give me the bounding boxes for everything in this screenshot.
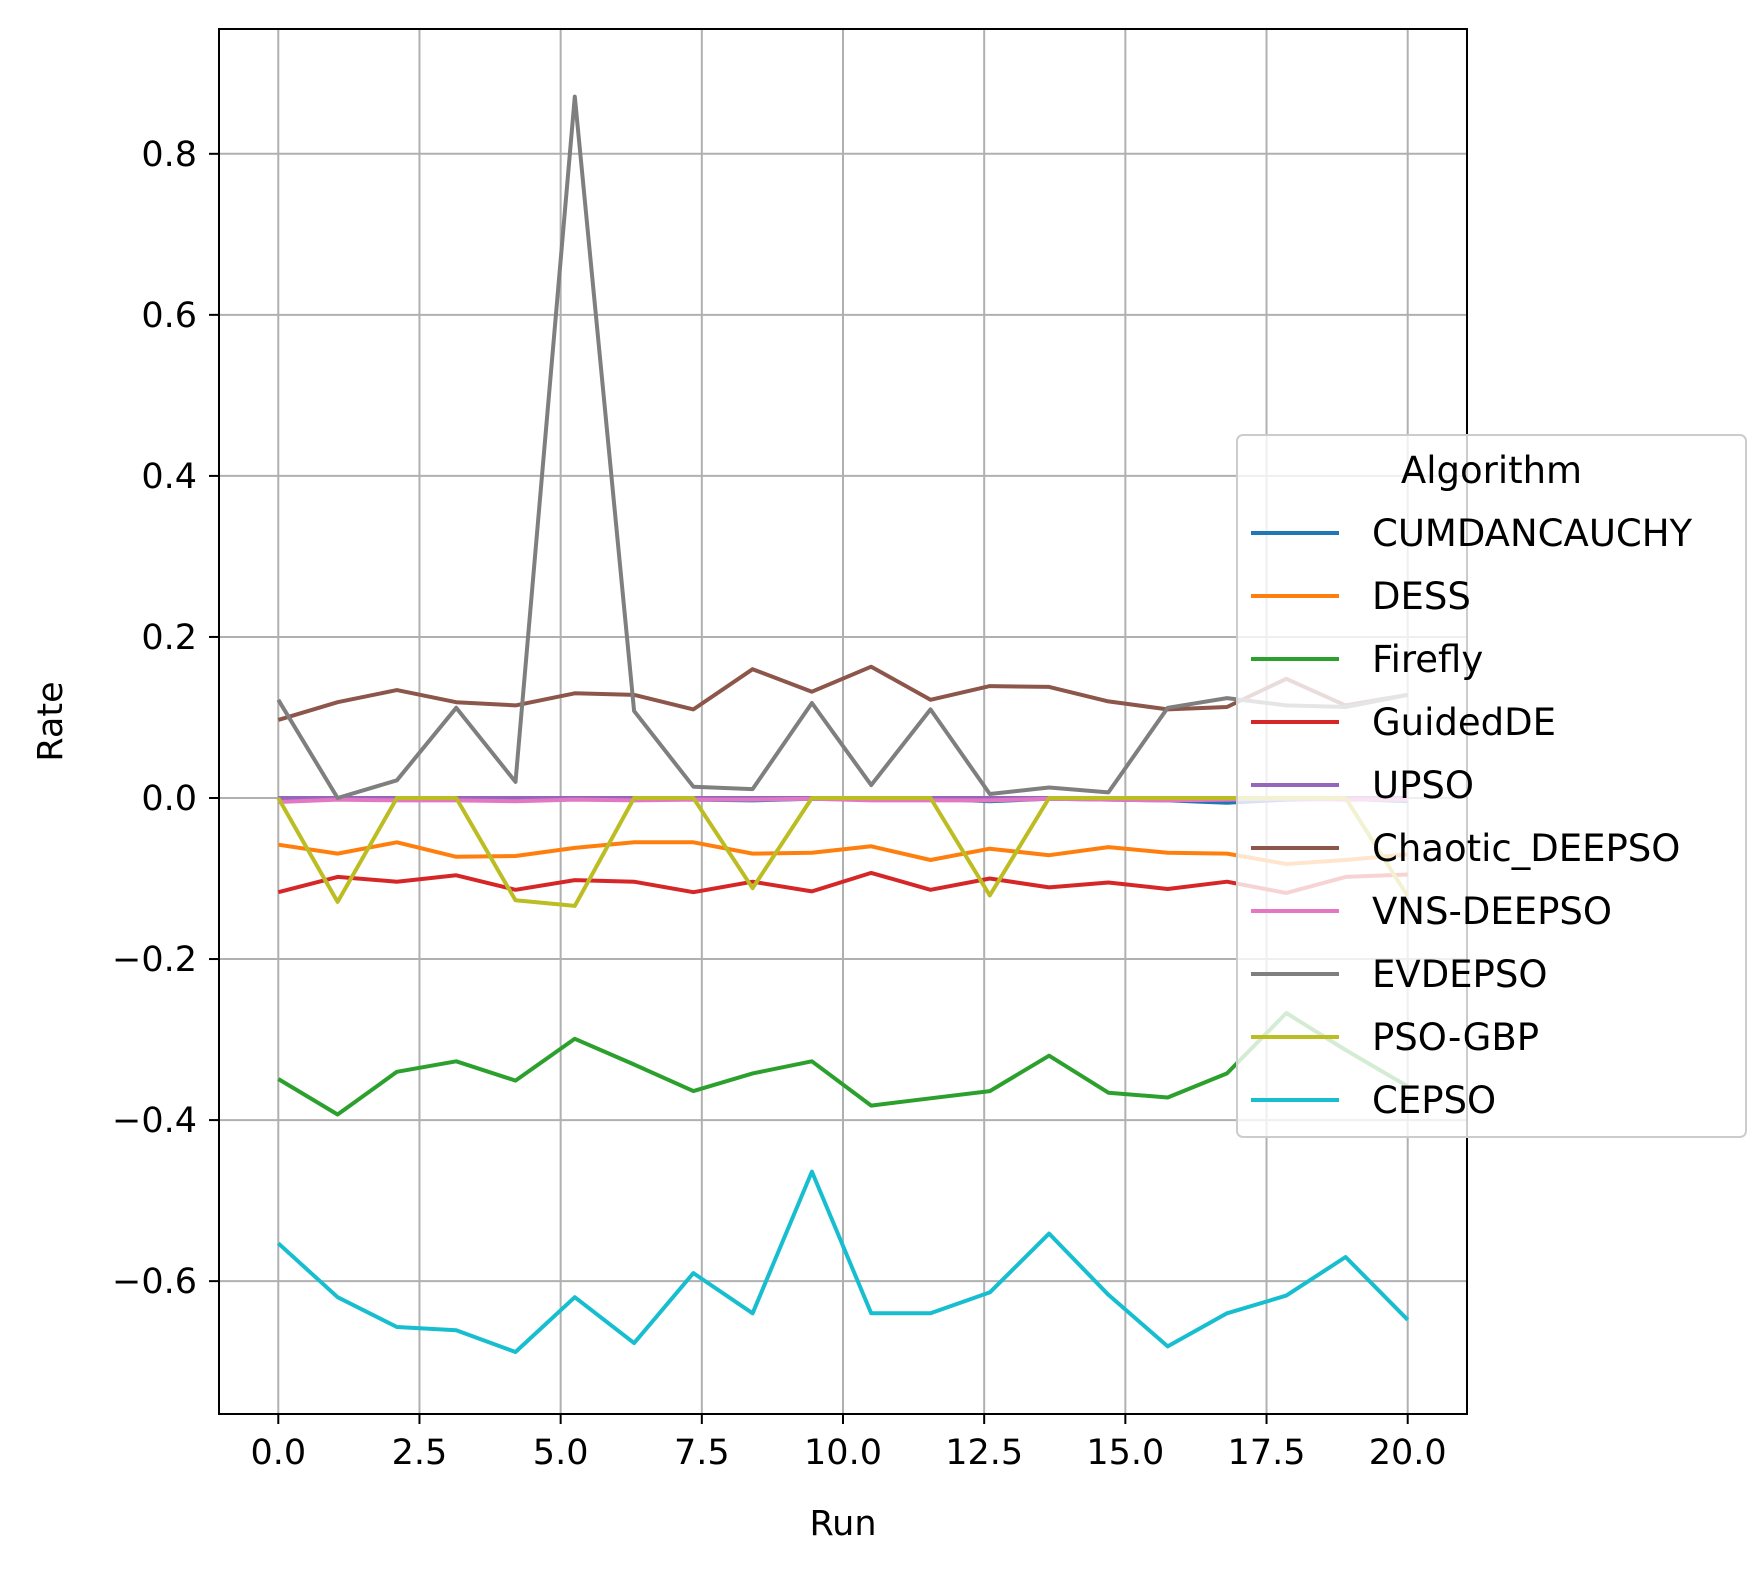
legend-entry-label: EVDEPSO: [1372, 953, 1547, 996]
x-tick-label: 15.0: [1086, 1433, 1164, 1473]
series-line-pso-gbp: [276, 796, 1410, 908]
legend-box: [1236, 434, 1747, 1138]
y-tick-label: 0.4: [141, 457, 197, 497]
legend-entry-label: VNS-DEEPSO: [1372, 890, 1612, 933]
x-tick-label: 7.5: [674, 1433, 730, 1473]
y-axis-ticks: −0.6 −0.4 −0.2 0.0 0.2 0.4 0.6 0.8: [112, 135, 219, 1302]
x-axis-ticks: 0.0 2.5 5.0 7.5 10.0 12.5 15.0 17.5 20.0: [250, 1414, 1447, 1473]
y-tick-label: 0.8: [141, 135, 197, 175]
legend-entry-label: DESS: [1372, 575, 1471, 618]
legend-entry-label: CUMDANCAUCHY: [1372, 512, 1693, 555]
x-tick-label: 20.0: [1369, 1433, 1447, 1473]
x-tick-label: 0.0: [250, 1433, 306, 1473]
y-tick-label: 0.0: [141, 779, 197, 819]
x-tick-label: 10.0: [804, 1433, 882, 1473]
legend-entry-label: PSO-GBP: [1372, 1016, 1539, 1059]
x-tick-label: 12.5: [945, 1433, 1023, 1473]
y-tick-label: −0.4: [112, 1101, 197, 1141]
series-line-guidedde: [277, 870, 1408, 895]
legend-entry-label: CEPSO: [1372, 1079, 1496, 1122]
legend-entry-label: GuidedDE: [1372, 701, 1556, 744]
series-line-firefly: [277, 1011, 1409, 1117]
x-axis-label: Run: [809, 1504, 876, 1544]
legend: Algorithm CUMDANCAUCHY DESS Firefly GuidedDE…: [1236, 434, 1747, 1138]
legend-entry-label: Firefly: [1372, 638, 1483, 681]
legend-title: Algorithm: [1401, 449, 1582, 492]
series-lines: [276, 94, 1410, 1354]
series-line-cepso: [276, 1169, 1410, 1354]
y-tick-label: −0.6: [112, 1262, 197, 1302]
y-axis-label: Rate: [31, 681, 71, 761]
x-tick-label: 17.5: [1228, 1433, 1306, 1473]
series-line-dess: [278, 840, 1408, 866]
y-tick-label: 0.2: [141, 618, 197, 658]
y-tick-label: −0.2: [112, 940, 197, 980]
y-tick-label: 0.6: [141, 296, 197, 336]
x-tick-label: 2.5: [392, 1433, 448, 1473]
legend-entry-label: UPSO: [1372, 764, 1474, 807]
series-line-evdepso: [276, 94, 1409, 800]
x-tick-label: 5.0: [533, 1433, 589, 1473]
legend-entry-label: Chaotic_DEEPSO: [1372, 827, 1680, 870]
series-line-chaotic-deepso: [277, 664, 1409, 722]
